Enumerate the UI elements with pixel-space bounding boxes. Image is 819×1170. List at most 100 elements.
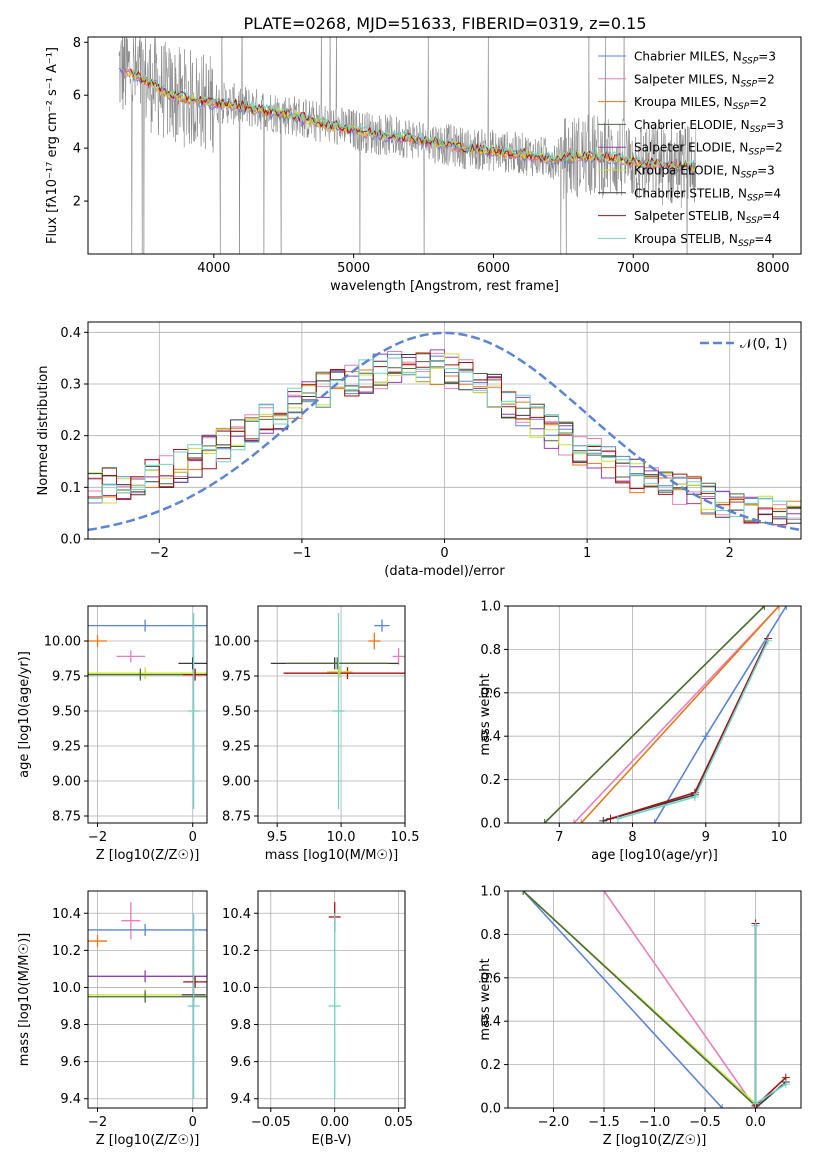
histogram-step xyxy=(88,353,801,524)
legend-label: Salpeter ELODIE, N xyxy=(634,141,748,155)
x-tick-label: 6000 xyxy=(477,261,510,276)
x-tick-label: 2 xyxy=(726,546,734,561)
x-tick-label: −1.5 xyxy=(588,1115,620,1130)
weight-marker xyxy=(606,814,615,823)
y-tick-label: 0.2 xyxy=(480,773,501,788)
x-tick-label: 10 xyxy=(771,830,788,845)
weight-marker xyxy=(781,1080,790,1089)
y-tick-label: 2 xyxy=(73,195,81,210)
legend-subscript: SSP xyxy=(750,125,767,135)
legend-subscript: SSP xyxy=(747,193,764,203)
cumulative-weight-line xyxy=(522,891,757,1107)
y-tick-label: 10.00 xyxy=(214,635,251,650)
cumulative-weight-line xyxy=(617,640,769,820)
y-tick-label: 10.2 xyxy=(52,944,81,959)
y-tick-label: 0.6 xyxy=(480,686,501,701)
panel-weight_vs_Z: −2.0 −1.5 −1.0 −0.5 0.0 0.0 0.2 0.4 0.6 0.8 1.0 Z [… xyxy=(478,885,802,1148)
legend-suffix: =3 xyxy=(758,50,776,64)
legend-subscript: SSP xyxy=(741,171,758,181)
x-tick-label: 7000 xyxy=(617,261,650,276)
x-tick-label: 8 xyxy=(628,830,636,845)
legend-label: Salpeter MILES, N xyxy=(634,72,741,86)
y-tick-label: 0.4 xyxy=(480,730,501,745)
legend-entry: Kroupa STELIB, NSSP=4 xyxy=(634,232,772,249)
y-axis-label: mass weight xyxy=(478,673,493,755)
legend-suffix: =2 xyxy=(749,95,767,109)
y-tick-label: 1.0 xyxy=(480,885,501,900)
model-spectrum xyxy=(123,69,696,172)
legend-entry: Salpeter ELODIE, NSSP=2 xyxy=(634,141,783,158)
panel-spectrum: 4000 5000 6000 7000 8000 2 4 6 8 wavelength [Angs… xyxy=(45,36,802,294)
y-tick-label: 0.0 xyxy=(480,817,501,832)
y-tick-label: 0.1 xyxy=(60,481,81,496)
panel-age_vs_mass: 9.5 10.0 10.5 8.75 9.00 9.25 9.50 9.75 10.00 mass… xyxy=(214,605,420,863)
legend-subscript: SSP xyxy=(741,79,758,89)
normal-curve xyxy=(88,331,801,532)
cumulative-weight-line xyxy=(522,891,723,1108)
cumulative-weight-line xyxy=(754,923,787,1108)
y-axis-label: Flux [fλ10⁻¹⁷ erg cm⁻² s⁻¹ A⁻¹] xyxy=(45,47,60,244)
y-tick-label: 8.75 xyxy=(52,810,81,825)
legend-label: Salpeter STELIB, N xyxy=(634,209,746,223)
x-tick-label: −2 xyxy=(88,1115,107,1130)
weight-marker xyxy=(775,606,784,610)
y-axis-label: Normed distribution xyxy=(36,366,51,496)
x-tick-label: −1.0 xyxy=(639,1115,671,1130)
x-tick-label: 10.5 xyxy=(391,830,420,845)
figure-title: PLATE=0268, MJD=51633, FIBERID=0319, z=0… xyxy=(243,14,646,33)
cumulative-weight-line xyxy=(610,638,769,820)
plot-area xyxy=(88,331,801,532)
x-tick-label: −2 xyxy=(88,830,107,845)
weight-marker xyxy=(718,1104,727,1108)
x-tick-label: 10.0 xyxy=(327,830,356,845)
legend-entry: Chabrier MILES, NSSP=3 xyxy=(634,50,776,67)
legend-label: Kroupa ELODIE, N xyxy=(634,164,741,178)
y-tick-label: 10.4 xyxy=(222,907,251,922)
cumulative-weight-line xyxy=(754,923,787,1108)
x-tick-label: 9 xyxy=(702,830,710,845)
y-tick-label: 10.0 xyxy=(52,981,81,996)
legend-suffix: =4 xyxy=(754,232,772,246)
y-tick-label: 10.2 xyxy=(222,944,251,959)
y-tick-label: 9.50 xyxy=(52,705,81,720)
x-tick-label: −0.5 xyxy=(689,1115,721,1130)
y-tick-label: 0.4 xyxy=(60,326,81,341)
weight-marker xyxy=(690,792,699,801)
y-axis-label: mass weight xyxy=(478,958,493,1040)
cumulative-weight-line xyxy=(754,925,787,1106)
x-tick-label: −0.05 xyxy=(251,1115,291,1130)
plot-area xyxy=(88,902,207,1099)
weight-marker xyxy=(519,891,528,895)
y-tick-label: 9.75 xyxy=(222,670,251,685)
x-tick-label: 0.0 xyxy=(745,1115,766,1130)
weight-marker xyxy=(760,606,769,610)
legend-label: Chabrier ELODIE, N xyxy=(634,118,750,132)
axes-frame xyxy=(507,605,802,824)
x-axis-label: E(B-V) xyxy=(311,1133,351,1148)
plot-area xyxy=(328,902,341,1099)
y-tick-label: 9.25 xyxy=(222,740,251,755)
legend-suffix: =4 xyxy=(764,186,782,200)
y-tick-label: 10.00 xyxy=(44,635,81,650)
legend-suffix: =3 xyxy=(766,118,784,132)
model-spectrum xyxy=(132,68,696,171)
cumulative-weight-line xyxy=(580,606,780,823)
axes-frame xyxy=(257,605,406,824)
y-tick-label: 0.2 xyxy=(60,429,81,444)
legend-suffix: =2 xyxy=(765,141,783,155)
x-axis-label: mass [log10(M/M☉)] xyxy=(265,848,398,863)
y-axis-label: mass [log10(M/M☉)] xyxy=(17,933,32,1066)
panel-mass_vs_Z: −2 0 9.4 9.6 9.8 10.0 10.2 10.4 Z [log10(Z/Z☉)] m… xyxy=(17,890,208,1148)
y-tick-label: 8.75 xyxy=(222,810,251,825)
weight-marker xyxy=(540,819,549,823)
x-axis-label: Z [log10(Z/Z☉)] xyxy=(96,848,200,863)
y-tick-label: 4 xyxy=(73,142,81,157)
x-tick-label: 1 xyxy=(583,546,591,561)
weight-marker xyxy=(569,819,578,823)
weight-marker xyxy=(577,819,586,823)
x-tick-label: 0 xyxy=(189,830,197,845)
x-axis-label: Z [log10(Z/Z☉)] xyxy=(603,1133,707,1148)
x-tick-label: −2 xyxy=(150,546,169,561)
weight-marker xyxy=(613,814,622,823)
